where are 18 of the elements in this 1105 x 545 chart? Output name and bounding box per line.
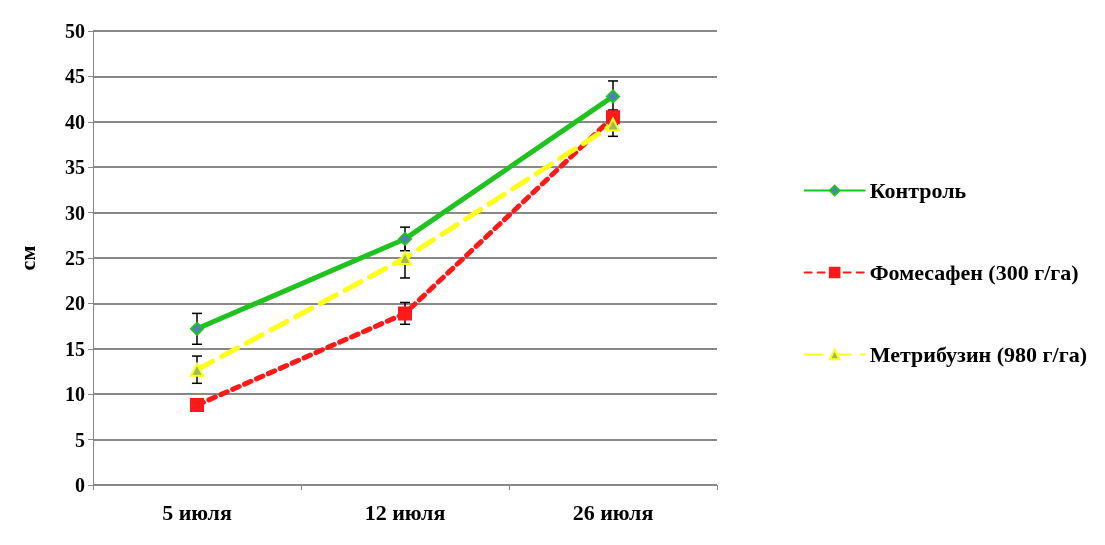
legend-label: Контроль — [869, 178, 967, 203]
y-tick-label: 35 — [65, 156, 85, 179]
y-tick-label: 20 — [65, 292, 85, 315]
y-tick-label: 45 — [65, 65, 85, 88]
y-tick-label: 5 — [75, 428, 85, 451]
y-tick-label: 30 — [65, 201, 85, 224]
y-tick-label: 25 — [65, 247, 85, 269]
x-tick-label: 12 июля — [364, 499, 446, 525]
x-tick-label: 5 июля — [162, 499, 232, 525]
y-tick-label: 0 — [75, 474, 85, 496]
y-tick-label: 40 — [65, 110, 85, 133]
y-tick-label: 15 — [65, 337, 85, 360]
legend-label: Метрибузин (980 г/га) — [869, 342, 1087, 367]
y-axis-title: см — [14, 245, 40, 271]
y-tick-label: 50 — [65, 20, 85, 42]
y-tick-label: 10 — [65, 383, 85, 406]
x-tick-label: 26 июля — [572, 499, 654, 525]
legend-label: Фомесафен (300 г/га) — [869, 260, 1079, 285]
